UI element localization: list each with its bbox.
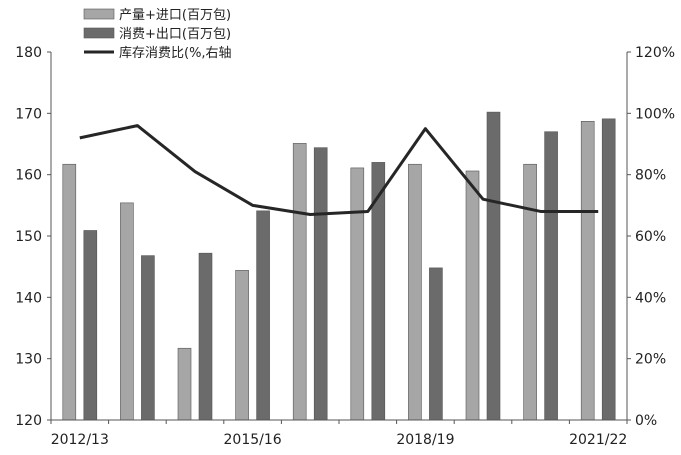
bar-s1-2018-19	[408, 163, 422, 421]
bar-s2-2019-20	[486, 111, 501, 421]
bar-s2-2016-17	[313, 147, 328, 421]
bar-s1-2014-15	[177, 347, 192, 421]
legend-label-3: 库存消费比(%,右轴	[119, 45, 232, 61]
left-tick-label-130: 130	[15, 352, 42, 368]
bar-s1-2013-14	[120, 202, 134, 421]
legend-swatch-2	[83, 27, 115, 39]
x-tick-label-2018-19: 2018/19	[396, 432, 454, 448]
right-tick-label-4: 80%	[635, 168, 666, 184]
bar-s1-2019-20	[465, 170, 480, 421]
bar-s2-2015-16	[256, 210, 270, 421]
left-tick-label-150: 150	[15, 229, 42, 245]
right-tick-label-5: 100%	[635, 106, 675, 122]
legend-swatch-1	[83, 8, 115, 20]
bars	[62, 111, 616, 421]
axes: 120 130 140 150 160 170 180 0% 20% 40% 60% 80% 100% 1…	[15, 45, 675, 448]
right-tick-label-6: 120%	[635, 45, 675, 61]
x-tick-label-2015-16: 2015/16	[224, 432, 282, 448]
left-tick-label-120: 120	[15, 413, 42, 429]
legend-label-1: 产量+进口(百万包)	[119, 8, 231, 23]
bar-s2-2014-15	[198, 252, 213, 421]
bar-s1-2017-18	[350, 167, 365, 421]
bar-s2-2020-21	[544, 131, 558, 421]
x-tick-label-2021-22: 2021/22	[569, 432, 627, 448]
bar-s1-2012-13	[62, 163, 77, 421]
bar-s2-2012-13	[83, 230, 98, 421]
left-tick-label-180: 180	[15, 45, 42, 61]
bar-s1-2021-22	[580, 121, 595, 421]
right-tick-label-2: 40%	[635, 290, 666, 306]
x-tick-label-2012-13: 2012/13	[51, 432, 109, 448]
bar-s2-2018-19	[429, 267, 443, 421]
ratio-line	[79, 124, 599, 217]
bar-s1-2020-21	[523, 163, 537, 421]
bar-s2-2021-22	[601, 118, 616, 421]
legend: 产量+进口(百万包) 消费+出口(百万包) 库存消费比(%,右轴	[83, 8, 232, 61]
right-tick-label-0: 0%	[635, 413, 657, 429]
left-tick-label-140: 140	[15, 290, 42, 306]
right-tick-label-1: 20%	[635, 352, 666, 368]
right-tick-label-3: 60%	[635, 229, 666, 245]
left-tick-label-170: 170	[15, 106, 42, 122]
legend-label-2: 消费+出口(百万包)	[119, 27, 231, 42]
line-layer	[79, 124, 599, 217]
bar-s2-2013-14	[141, 255, 155, 421]
left-tick-label-160: 160	[15, 168, 42, 184]
bar-s1-2015-16	[235, 270, 249, 421]
bar-s1-2016-17	[292, 143, 307, 421]
